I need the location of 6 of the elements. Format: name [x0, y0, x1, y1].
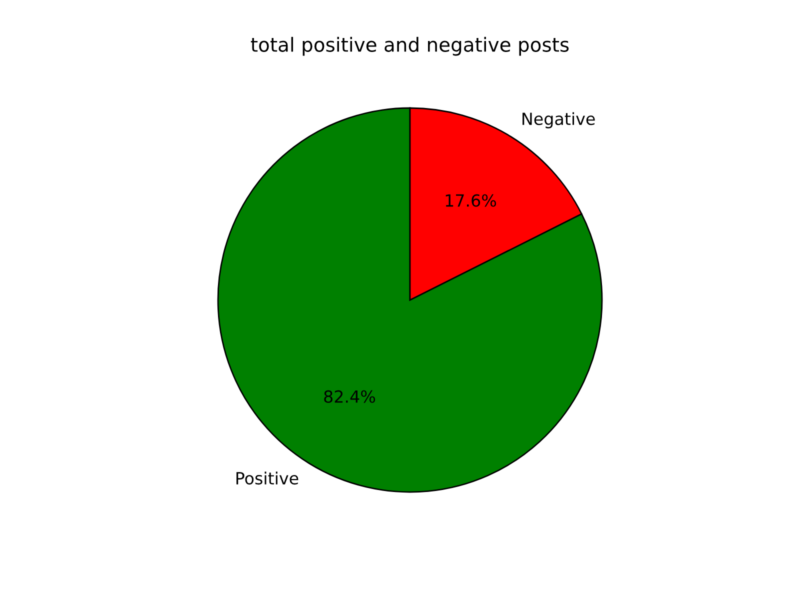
- pie-slice: [217, 107, 603, 493]
- data-label: 17.6%: [446, 194, 496, 207]
- slice-label: Positive: [236, 472, 298, 485]
- slice-label: Negative: [522, 112, 595, 128]
- data-label: 82.4%: [324, 390, 376, 403]
- chart-title: total positive and negative posts: [250, 36, 569, 56]
